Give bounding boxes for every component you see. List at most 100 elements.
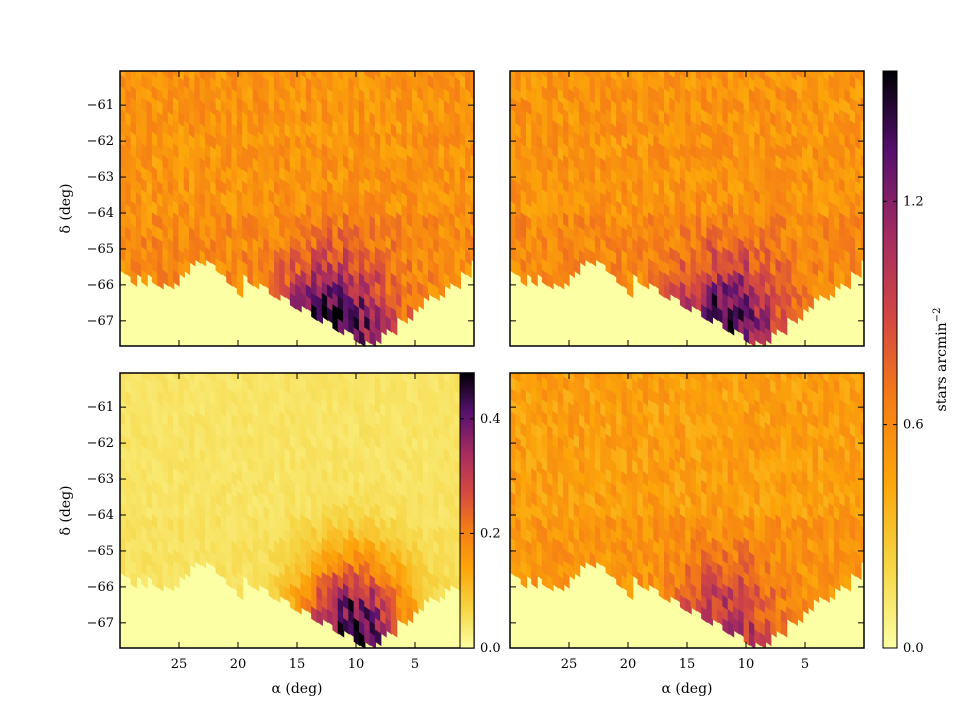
- heatmap-cell: [812, 284, 820, 302]
- heatmap-cell: [263, 71, 270, 83]
- heatmap-cell: [465, 71, 472, 83]
- heatmap-cell: [589, 71, 597, 83]
- heatmap-cell: [465, 261, 472, 279]
- heatmap-cell: [268, 373, 276, 382]
- heatmap-cell: [786, 304, 793, 322]
- inset-colorbar-gradient: [459, 372, 475, 649]
- heatmap-cell: [263, 574, 270, 592]
- heatmap-cell: [653, 272, 660, 290]
- heatmap-cell: [860, 235, 864, 251]
- heatmap-cell: [252, 272, 260, 290]
- heatmap-cell: [701, 304, 708, 322]
- heatmap-cell: [600, 551, 607, 569]
- heatmap-cell: [401, 609, 408, 627]
- heatmap-cell: [178, 373, 185, 385]
- heatmap-cell: [632, 373, 639, 385]
- heatmap-cell: [173, 571, 180, 589]
- heatmap-cell: [733, 617, 740, 635]
- heatmap-cell: [146, 563, 154, 581]
- heatmap-cell: [722, 373, 729, 382]
- heatmap-cell: [600, 249, 607, 267]
- heatmap-cell: [215, 560, 223, 578]
- heatmap-cell: [738, 318, 745, 336]
- inset-colorbar-tick-label: 0.4: [480, 412, 501, 427]
- heatmap-cell: [717, 373, 724, 385]
- axis-ticks: −61−62−63−64−65−66−67: [87, 71, 474, 346]
- heatmap-cell: [226, 269, 233, 287]
- heatmap-cell: [454, 272, 462, 290]
- heatmap-cell: [427, 71, 435, 80]
- heatmap-cell: [374, 71, 382, 80]
- heatmap-cell: [204, 373, 212, 382]
- heatmap-cell: [695, 71, 703, 83]
- heatmap-cell: [541, 373, 549, 382]
- heatmap-cell: [860, 154, 864, 170]
- heatmap-cell: [146, 261, 154, 279]
- y-tick-label: −64: [87, 508, 114, 523]
- heatmap-cell: [364, 629, 371, 647]
- heatmap-cell: [510, 258, 517, 276]
- heatmap-cell: [552, 373, 559, 382]
- heatmap-cell: [844, 272, 852, 290]
- heatmap-cell: [189, 249, 196, 267]
- heatmap-cell: [642, 574, 650, 592]
- heatmap-cell: [531, 373, 538, 382]
- heatmap-cell: [658, 71, 666, 80]
- y-tick-label: −61: [87, 400, 114, 415]
- heatmap-cell: [823, 71, 830, 83]
- heatmap-cell: [701, 373, 708, 382]
- heatmap-cell: [775, 315, 783, 333]
- heatmap-cell: [433, 586, 440, 604]
- heatmap-cell: [189, 551, 196, 569]
- heatmap-cell: [833, 71, 841, 83]
- heatmap-cell: [701, 71, 708, 80]
- heatmap-cell: [374, 327, 382, 345]
- heatmap-cell: [626, 583, 634, 601]
- heatmap-cell: [369, 632, 377, 648]
- heatmap-cell: [754, 327, 761, 345]
- inset-colorbar-ticks: 0.00.20.4: [460, 412, 501, 656]
- heatmap-cell: [406, 373, 414, 382]
- heatmap-cell: [552, 71, 559, 80]
- heatmap-cell: [162, 373, 169, 382]
- heatmap-cell: [584, 246, 591, 264]
- heatmap-cell: [470, 212, 474, 228]
- heatmap-cell: [727, 620, 735, 638]
- heatmap-cell: [738, 71, 745, 83]
- heatmap-cell: [669, 583, 676, 601]
- heatmap-cell: [220, 373, 228, 385]
- heatmap-cell: [685, 295, 692, 313]
- heatmap-cell: [178, 261, 185, 279]
- heatmap-cell: [759, 71, 767, 83]
- y-tick-label: −62: [87, 134, 114, 149]
- heatmap-cell: [327, 71, 334, 83]
- heatmap-cell: [584, 373, 591, 382]
- heatmap-cell: [658, 281, 666, 299]
- heatmap-cell: [210, 551, 217, 569]
- heatmap-cell: [369, 373, 377, 385]
- heatmap-cell: [380, 620, 387, 638]
- heatmap-cell: [510, 560, 517, 578]
- heatmap-cell: [568, 563, 575, 581]
- heatmap-cell: [348, 373, 355, 385]
- heatmap-cell: [236, 583, 244, 601]
- heatmap-cell: [146, 373, 154, 385]
- heatmap-cell: [120, 71, 127, 80]
- heatmap-cell: [135, 71, 143, 83]
- heatmap-cell: [520, 373, 528, 382]
- heatmap-cell: [515, 563, 522, 581]
- inset-colorbar-tick-label: 0.2: [480, 526, 501, 541]
- heatmap-cell: [268, 583, 276, 601]
- heatmap-cell: [589, 373, 597, 385]
- heatmap-cell: [658, 373, 666, 382]
- heatmap-cell: [616, 269, 623, 287]
- heatmap-cell: [563, 571, 570, 589]
- heatmap-cell: [199, 71, 207, 83]
- heatmap-cell: [295, 295, 302, 313]
- heatmap-cell: [279, 281, 286, 299]
- heatmap-cell: [284, 71, 292, 83]
- heatmap-cell: [343, 617, 350, 635]
- heatmap-cell: [860, 246, 864, 262]
- heatmap-cell: [332, 71, 339, 80]
- heatmap-cell: [183, 560, 191, 578]
